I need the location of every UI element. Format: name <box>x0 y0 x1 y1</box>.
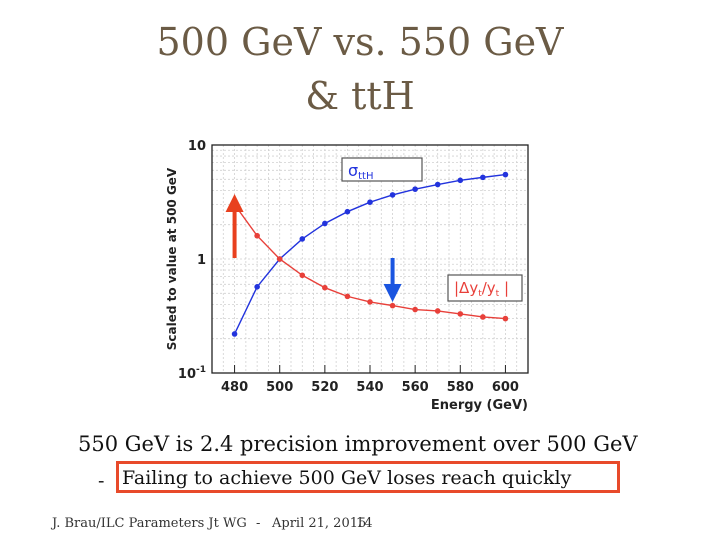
series-0-point <box>344 208 351 215</box>
series-0-point <box>254 284 260 290</box>
footer-author: J. Brau/ILC Parameters Jt WG <box>52 516 247 531</box>
slide-title-line2: & ttH <box>305 74 415 118</box>
series-0-point <box>322 220 328 227</box>
series-0-point <box>412 186 418 192</box>
x-tick-label: 560 <box>402 380 429 395</box>
up-arrow-head <box>225 194 244 212</box>
y-tick-label: 10 <box>188 139 206 154</box>
bullet-reach-loss: Failing to achieve 500 GeV loses reach q… <box>122 467 572 489</box>
y-tick-label: 10-1 <box>178 365 206 382</box>
series-0-point <box>367 199 373 205</box>
series-1-point <box>389 302 396 309</box>
series-0-point <box>502 171 509 178</box>
energy-scaling-chart: 480 500 520 540 560 580 600 10-1 1 10 Energy (GeV)… <box>165 139 529 413</box>
x-tick-label: 580 <box>447 380 474 395</box>
series-1-point <box>322 284 328 291</box>
series-1-point <box>299 272 306 279</box>
series-1-point <box>412 306 418 313</box>
footer-date: April 21, 2015 <box>272 516 367 531</box>
series-1-point <box>434 308 441 314</box>
series-1-point <box>367 299 373 305</box>
series-1-point <box>276 256 283 262</box>
legend-box-yukawa <box>447 274 523 302</box>
legend-box-cross-section <box>341 157 423 182</box>
series-0-point <box>457 177 464 184</box>
legend-label-cross-section: σttH <box>348 161 374 182</box>
series-1-point <box>254 232 260 239</box>
slide-title-line1: 500 GeV vs. 550 GeV <box>156 20 564 64</box>
bullet-dash: - <box>98 470 105 492</box>
x-tick-label: 540 <box>356 380 383 395</box>
x-tick-label: 600 <box>492 380 519 395</box>
series-1-point <box>480 314 486 320</box>
footer-separator: - <box>256 516 261 531</box>
series-0-point <box>434 181 441 188</box>
x-tick-label: 500 <box>266 380 293 395</box>
series-0-point <box>231 331 238 337</box>
series-1-point <box>502 315 509 322</box>
series-1-point <box>457 311 464 317</box>
footer-page-number: 14 <box>356 516 373 531</box>
series-1-point <box>344 293 351 300</box>
highlight-box <box>116 461 620 493</box>
series-0-point <box>389 192 396 198</box>
series-0-point <box>299 236 306 242</box>
down-arrow-head <box>383 284 402 302</box>
y-tick-label: 1 <box>197 253 206 268</box>
bullet-precision-improvement: 550 GeV is 2.4 precision improvement ove… <box>78 432 638 456</box>
x-tick-label: 480 <box>221 380 248 395</box>
legend-label-yukawa: |Δyt/yt | <box>454 279 509 299</box>
series-0-point <box>480 174 486 181</box>
x-tick-label: 520 <box>311 380 338 395</box>
x-axis-label: Energy (GeV) <box>431 398 528 413</box>
y-axis-label: Scaled to value at 500 GeV <box>165 167 179 350</box>
